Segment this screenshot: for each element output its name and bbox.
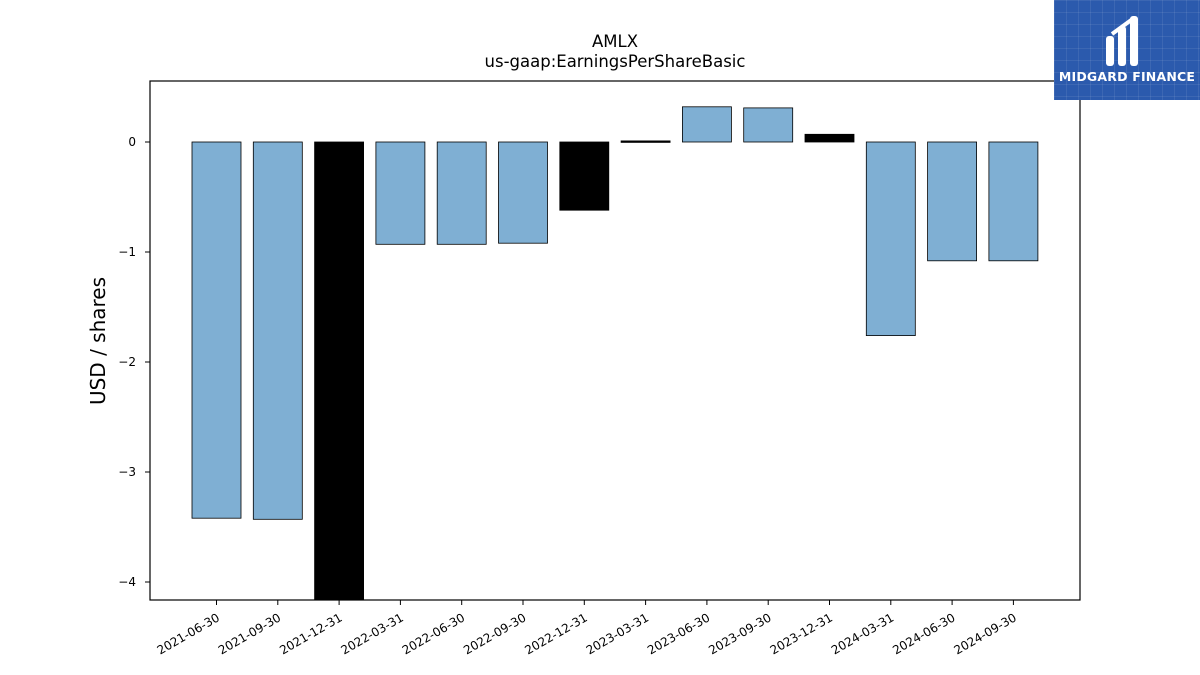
x-tick-label: 2023-09-30 [706,610,773,657]
x-tick-label: 2022-03-31 [338,610,405,657]
bar-2024-09-30 [988,141,1039,262]
brand-name: MIDGARD FINANCE [1058,69,1196,84]
x-tick-label: 2024-03-31 [829,610,896,657]
midgard-logo-icon [1106,16,1138,66]
y-tick-label: −4 [118,575,136,589]
x-tick-label: 2023-06-30 [645,610,712,657]
chart-title: AMLX [591,32,639,51]
x-tick-label: 2021-09-30 [216,610,283,657]
y-tick-label: −1 [118,245,136,259]
x-tick-label: 2022-12-31 [522,610,589,657]
x-tick-label: 2023-03-31 [584,610,651,657]
x-tick-label: 2022-09-30 [461,610,528,657]
x-tick-label: 2024-09-30 [951,610,1018,657]
bar-2022-03-31 [375,141,426,245]
y-tick-label: 0 [128,135,136,149]
bar-2024-06-30 [927,141,977,262]
x-tick-label: 2023-12-31 [768,610,835,657]
bar-2023-09-30 [743,107,794,143]
y-tick-label: −2 [118,355,136,369]
x-tick-label: 2024-06-30 [890,610,957,657]
x-tick-label: 2021-12-31 [277,610,344,657]
bar-2022-09-30 [498,141,548,244]
bar-2023-03-31 [620,140,671,143]
bar-2022-06-30 [436,141,487,245]
x-tick-label: 2022-06-30 [400,610,467,657]
plot-frame [149,80,1081,601]
bar-2021-12-31 [314,141,365,600]
bar-2021-09-30 [252,141,303,520]
bar-2022-12-31 [559,141,610,211]
x-tick-label: 2021-06-30 [155,610,222,657]
chart-subtitle: us-gaap:EarningsPerShareBasic [484,52,746,71]
bar-2023-12-31 [804,133,855,143]
brand-logo: MIDGARD FINANCE [1054,0,1200,100]
bar-2023-06-30 [682,106,732,143]
bar-2024-03-31 [865,141,916,337]
bar-2021-06-30 [191,141,242,519]
y-tick-label: −3 [118,465,136,479]
